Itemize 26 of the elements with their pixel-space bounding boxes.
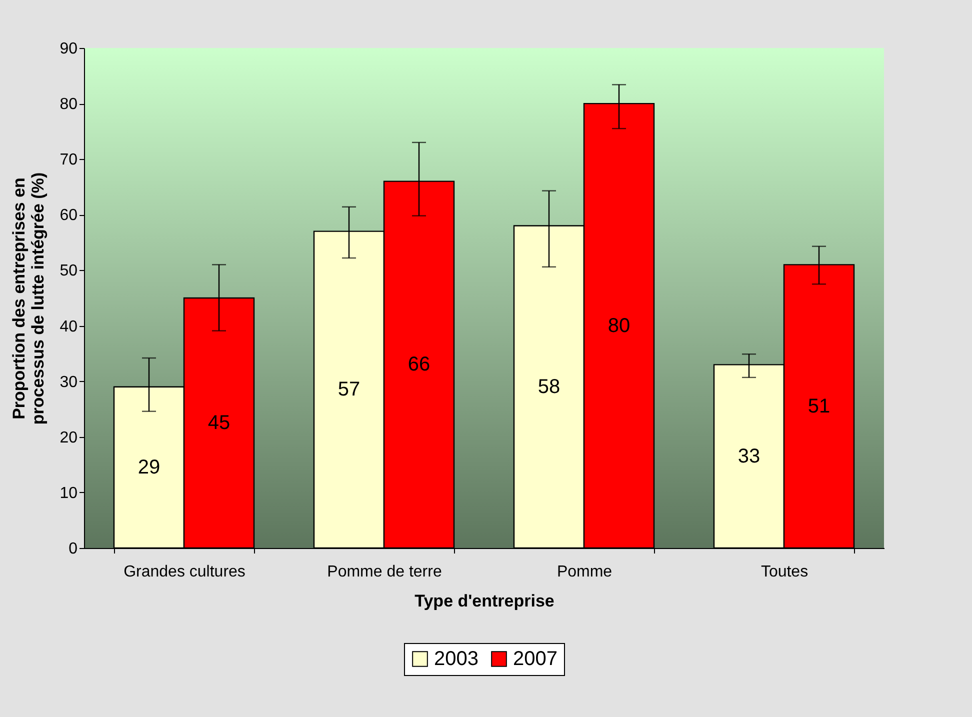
y-tick-label: 70 [60, 152, 78, 169]
data-label: 57 [338, 378, 360, 401]
data-label: 80 [608, 314, 630, 337]
y-axis-title: Proportion des entreprises en processus de lutte intégrée (%) [10, 172, 48, 425]
x-tick-label: Pomme [556, 564, 612, 580]
data-label: 58 [538, 376, 560, 398]
data-label: 45 [208, 412, 230, 434]
y-tick-label: 50 [60, 262, 78, 280]
y-tick-label: 40 [60, 318, 78, 336]
y-tick-label: 60 [60, 207, 78, 224]
legend-label: 2007 [513, 648, 558, 670]
legend-label: 2003 [434, 648, 478, 670]
data-label: 66 [408, 354, 430, 376]
data-label: 33 [738, 445, 760, 468]
data-label: 29 [138, 456, 160, 478]
data-label: 51 [808, 395, 830, 418]
y-tick-label: 90 [60, 40, 78, 58]
y-tick-label: 0 [68, 540, 78, 558]
y-tick-label: 80 [60, 96, 78, 114]
y-tick-label: 10 [60, 484, 78, 502]
x-tick-label: Grandes cultures [124, 564, 246, 580]
x-tick-label: Toutes [760, 564, 808, 580]
x-tick-label: Pomme de terre [327, 564, 442, 580]
y-tick-label: 30 [60, 374, 78, 391]
y-tick-label: 20 [60, 429, 78, 446]
x-axis-title: Type d'entreprise [414, 592, 554, 610]
